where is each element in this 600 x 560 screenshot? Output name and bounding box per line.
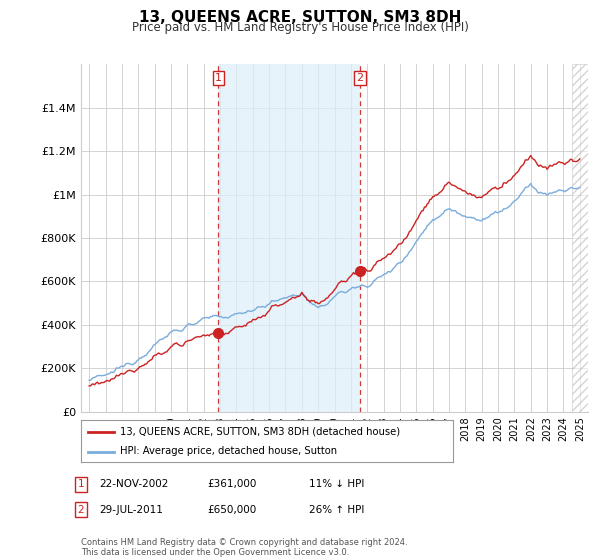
Text: 2: 2 (77, 505, 85, 515)
Text: 26% ↑ HPI: 26% ↑ HPI (309, 505, 364, 515)
Text: Price paid vs. HM Land Registry's House Price Index (HPI): Price paid vs. HM Land Registry's House … (131, 21, 469, 34)
Bar (218, 64, 360, 412)
Text: 29-JUL-2011: 29-JUL-2011 (99, 505, 163, 515)
Text: 11% ↓ HPI: 11% ↓ HPI (309, 479, 364, 489)
Text: £361,000: £361,000 (207, 479, 256, 489)
Text: 22-NOV-2002: 22-NOV-2002 (99, 479, 169, 489)
Text: Contains HM Land Registry data © Crown copyright and database right 2024.
This d: Contains HM Land Registry data © Crown c… (81, 538, 407, 557)
Text: 2: 2 (356, 73, 364, 83)
Text: 13, QUEENS ACRE, SUTTON, SM3 8DH: 13, QUEENS ACRE, SUTTON, SM3 8DH (139, 10, 461, 25)
Text: 1: 1 (77, 479, 85, 489)
Text: 1: 1 (215, 73, 222, 83)
Text: £650,000: £650,000 (207, 505, 256, 515)
Text: HPI: Average price, detached house, Sutton: HPI: Average price, detached house, Sutt… (120, 446, 337, 456)
Bar (572, 64, 588, 412)
Text: 13, QUEENS ACRE, SUTTON, SM3 8DH (detached house): 13, QUEENS ACRE, SUTTON, SM3 8DH (detach… (120, 427, 400, 437)
